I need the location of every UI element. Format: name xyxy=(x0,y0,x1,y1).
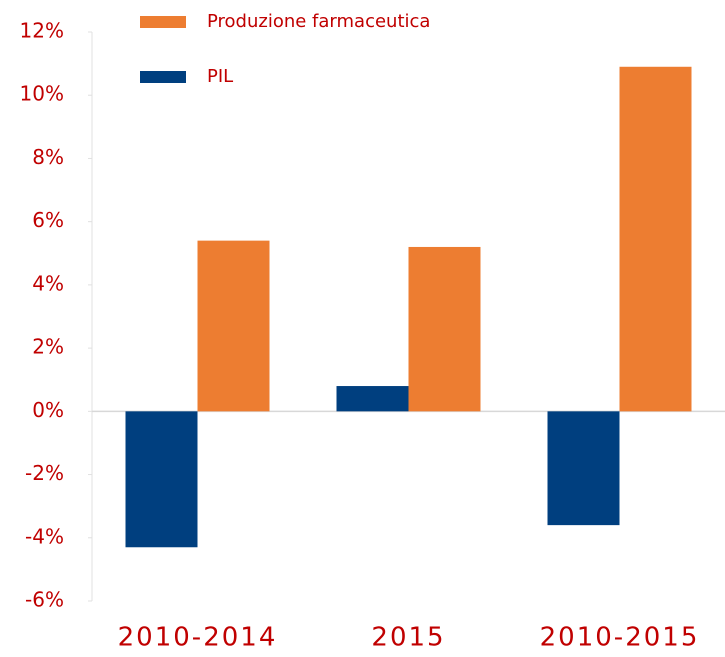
x-tick-label: 2010-2014 xyxy=(118,623,278,653)
x-tick-label: 2010-2015 xyxy=(540,623,700,653)
x-tick-label: 2015 xyxy=(371,623,445,653)
bar xyxy=(197,240,270,412)
y-tick-label: 0% xyxy=(32,398,64,422)
y-tick-label: 4% xyxy=(32,271,64,295)
legend-label: PIL xyxy=(207,66,233,87)
y-tick-label: 12% xyxy=(20,19,64,43)
y-tick-label: 8% xyxy=(32,145,64,169)
y-tick-label: -6% xyxy=(25,588,64,612)
legend-swatch xyxy=(140,71,186,83)
legend-label: Produzione farmaceutica xyxy=(207,11,430,32)
y-tick-label: 6% xyxy=(32,208,64,232)
legend-swatch xyxy=(140,16,186,28)
bar xyxy=(125,411,198,548)
bar xyxy=(408,246,481,412)
bar xyxy=(619,66,692,412)
bar xyxy=(547,411,620,526)
y-tick-label: 2% xyxy=(32,335,64,359)
bar xyxy=(336,386,409,412)
y-tick-label: -2% xyxy=(25,461,64,485)
y-tick-label: -4% xyxy=(25,524,64,548)
y-tick-label: 10% xyxy=(20,82,64,106)
